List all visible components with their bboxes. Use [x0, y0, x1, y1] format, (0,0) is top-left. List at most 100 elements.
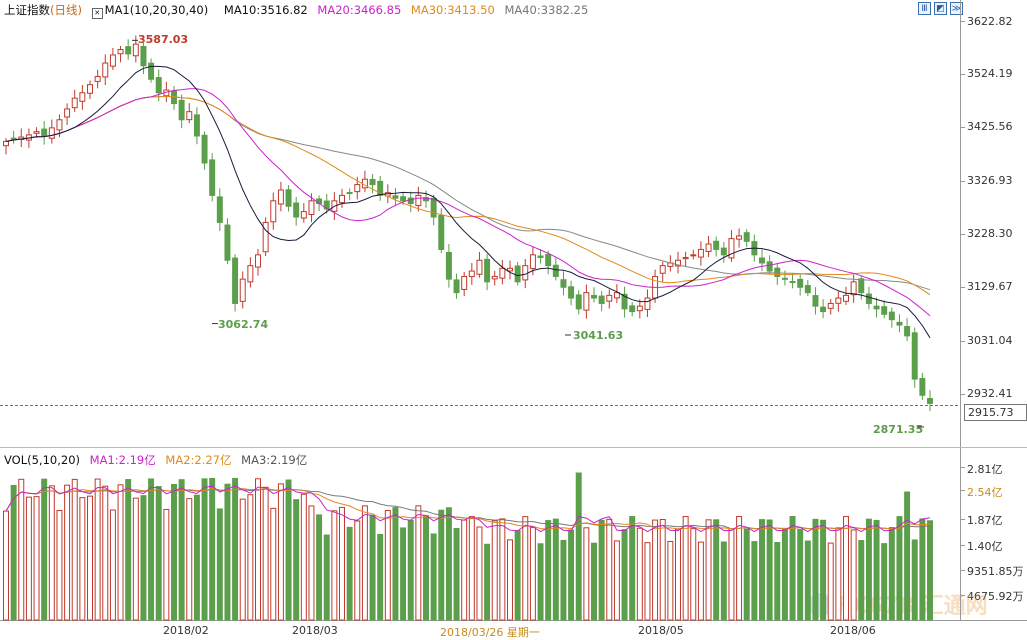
index-name: 上证指数	[4, 3, 50, 17]
volume-bar	[560, 539, 567, 621]
vol-tick: 4675.92万	[967, 590, 1024, 603]
candle-down	[575, 294, 582, 310]
volume-bar	[316, 514, 323, 621]
chart-type-icon[interactable]: Ⅲ	[918, 2, 931, 15]
candle-down	[285, 189, 292, 207]
volume-bar	[781, 527, 788, 621]
volume-bar	[728, 528, 735, 621]
layout-icon[interactable]: ◩	[934, 2, 947, 15]
candle-down	[216, 196, 223, 223]
volume-bar	[583, 527, 590, 621]
candle-down	[369, 178, 376, 186]
volume-bar	[751, 541, 758, 621]
volume-bar	[491, 520, 498, 621]
volume-bar	[529, 526, 536, 621]
volume-bar	[636, 527, 643, 621]
candle-up	[186, 111, 193, 121]
candle-down	[209, 159, 216, 196]
expand-icon[interactable]: ≫	[950, 2, 963, 15]
candle-down	[873, 305, 880, 310]
candle-down	[514, 265, 521, 283]
candle-up	[132, 43, 139, 57]
volume-bar	[804, 540, 811, 621]
candle-down	[927, 398, 933, 404]
candle-down	[881, 306, 888, 315]
volume-bar	[545, 520, 552, 621]
volume-bar	[102, 485, 109, 621]
volume-bar	[797, 529, 804, 621]
candle-down	[453, 279, 460, 294]
candle-up	[522, 265, 529, 281]
volume-bar	[239, 498, 246, 621]
candle-down	[377, 180, 384, 196]
candle-down	[812, 295, 819, 307]
volume-bar	[64, 484, 71, 621]
candle-down	[919, 377, 926, 396]
date-tick: 2018/05	[638, 624, 684, 637]
ma-spec: ✕ MA1(10,20,30,40)	[91, 3, 215, 19]
candle-up	[339, 194, 345, 204]
volume-bar	[713, 519, 720, 621]
candle-down	[789, 281, 796, 284]
candle-down	[713, 240, 720, 250]
candle-down	[568, 286, 575, 299]
volume-bar	[262, 486, 269, 621]
candle-up	[843, 294, 849, 302]
candle-up	[705, 243, 712, 252]
volume-bar	[720, 541, 727, 621]
candle-up	[644, 297, 651, 310]
candle-down	[430, 197, 437, 218]
volume-bar	[41, 478, 48, 621]
volume-bar	[18, 478, 25, 621]
volume-bar	[407, 520, 414, 621]
volume-bar	[858, 540, 865, 621]
ma-settings-icon[interactable]: ✕	[91, 8, 103, 19]
candle-up	[33, 131, 40, 134]
volume-bar	[575, 472, 582, 621]
candle-up	[277, 189, 284, 205]
candle-up	[102, 62, 109, 78]
ma30-value: MA30:3413.50	[410, 3, 495, 17]
volume-bar	[346, 526, 353, 621]
volume-bar	[117, 484, 124, 621]
volume-bar	[293, 499, 300, 621]
candle-down	[766, 261, 773, 272]
volume-bar	[507, 539, 513, 621]
volume-bar	[621, 529, 628, 621]
candle-down	[400, 196, 407, 202]
volume-bar	[216, 508, 223, 621]
candle-up	[308, 200, 315, 216]
vol-spec: VOL(5,10,20)	[4, 453, 80, 467]
date-tick: 2018/02	[163, 624, 209, 637]
volume-bar	[598, 519, 605, 621]
candle-up	[736, 235, 743, 240]
volume-bar	[919, 518, 926, 621]
ma-spec-text: MA1(10,20,30,40)	[104, 3, 209, 17]
candle-down	[888, 311, 895, 321]
price-tick: 3425.56	[967, 120, 1013, 133]
volume-bar	[606, 518, 613, 621]
volume-bar	[697, 541, 704, 621]
candle-up	[835, 297, 842, 304]
candle-up	[415, 194, 422, 207]
candle-up	[48, 127, 55, 139]
candle-down	[560, 279, 567, 288]
candle-up	[94, 76, 101, 82]
candle-up	[636, 305, 643, 312]
volume-bar	[499, 518, 506, 621]
candle-down	[911, 332, 918, 380]
low-annotation: 2871.35	[873, 423, 924, 436]
volume-bar	[591, 542, 597, 621]
candle-up	[56, 119, 63, 131]
ma10-value: MA10:3516.82	[223, 3, 308, 17]
candle-down	[904, 326, 911, 337]
volume-bar	[850, 529, 857, 621]
volume-bar	[415, 505, 422, 621]
volume-bar	[300, 493, 307, 621]
volume-bar	[285, 479, 292, 621]
price-tick: 3129.67	[967, 280, 1013, 293]
vol-ma3: MA3:2.19亿	[241, 453, 308, 467]
period-label[interactable]: (日线)	[50, 3, 82, 17]
